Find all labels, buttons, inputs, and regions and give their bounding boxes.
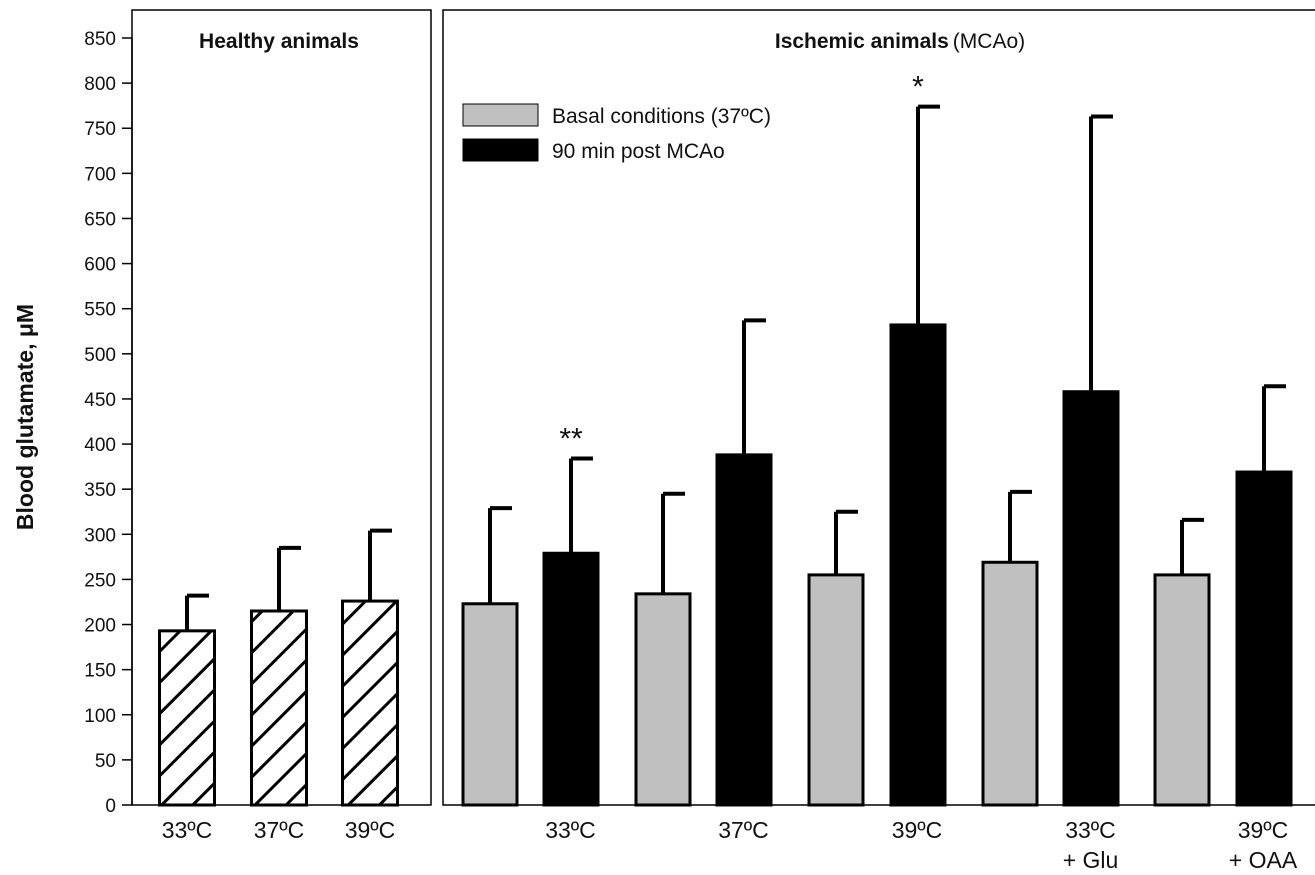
legend-label-basal: Basal conditions (37ºC) [552, 105, 771, 128]
y-tick-label: 500 [84, 345, 116, 366]
category-label: 39ºC [345, 817, 396, 843]
y-tick-label: 100 [84, 706, 116, 727]
y-tick-label: 300 [84, 525, 116, 546]
category-label: 33ºC [162, 817, 213, 843]
category-label: 37ºC [718, 817, 769, 843]
bar-ischemic-post-9 [1235, 470, 1293, 807]
y-tick-label: 750 [84, 119, 116, 140]
legend-swatch-post [462, 138, 539, 162]
bars: *** [158, 71, 1293, 807]
ischemic-panel-title-suffix: (MCAo) [953, 30, 1025, 53]
significance-marker: * [912, 71, 924, 104]
y-tick-label: 350 [84, 480, 116, 501]
y-tick-label: 0 [105, 796, 116, 817]
y-tick-label: 450 [84, 390, 116, 411]
y-tick-label: 850 [84, 29, 116, 50]
category-label: + OAA [1229, 847, 1298, 873]
y-axis: 0 50 100 150 200 250 300 350 400 450 500 550 600 650 7… [84, 29, 133, 817]
healthy-panel-title: Healthy animals [199, 30, 359, 53]
bar-ischemic-basal-4 [807, 573, 865, 807]
category-labels: 33ºC 37ºC 39ºC 33ºC 37ºC 39ºC 33ºC + Glu 39ºC + O… [162, 817, 1298, 873]
y-tick-label: 600 [84, 255, 116, 276]
bar-ischemic-basal-2 [634, 592, 692, 807]
y-axis-label: Blood glutamate, μM [12, 304, 38, 530]
category-label: 33ºC [1065, 817, 1116, 843]
bar-ischemic-post-3 [715, 453, 773, 807]
y-tick-label: 700 [84, 164, 116, 185]
y-tick-label: 250 [84, 570, 116, 591]
ischemic-panel-frame [442, 9, 1315, 806]
legend: Basal conditions (37ºC) 90 min post MCAo [462, 103, 771, 163]
legend-swatch-basal [462, 103, 539, 127]
bar-ischemic-basal-0 [461, 602, 519, 807]
y-tick-label: 550 [84, 300, 116, 321]
category-label: 39ºC [892, 817, 943, 843]
bar-ischemic-basal-8 [1153, 573, 1211, 807]
bar-healthy-healthy-2 [341, 599, 399, 807]
bar-ischemic-basal-6 [981, 560, 1039, 807]
ischemic-panel-title-main: Ischemic animals [775, 30, 949, 53]
y-tick-label: 650 [84, 209, 116, 230]
bar-healthy-healthy-1 [250, 609, 308, 807]
y-tick-label: 50 [95, 751, 116, 772]
category-label: + Glu [1063, 847, 1119, 873]
bar-ischemic-post-5 [889, 323, 947, 807]
y-tick-label: 150 [84, 661, 116, 682]
bar-healthy-healthy-0 [158, 629, 216, 807]
y-tick-label: 400 [84, 435, 116, 456]
significance-marker: ** [559, 422, 583, 455]
y-tick-label: 800 [84, 74, 116, 95]
bar-ischemic-post-7 [1062, 390, 1120, 807]
legend-label-post: 90 min post MCAo [552, 140, 725, 163]
bar-ischemic-post-1 [542, 551, 600, 807]
ischemic-panel-title: Ischemic animals (MCAo) [775, 30, 1025, 53]
category-label: 39ºC [1238, 817, 1289, 843]
category-label: 37ºC [254, 817, 305, 843]
y-tick-label: 200 [84, 616, 116, 637]
category-label: 33ºC [545, 817, 596, 843]
